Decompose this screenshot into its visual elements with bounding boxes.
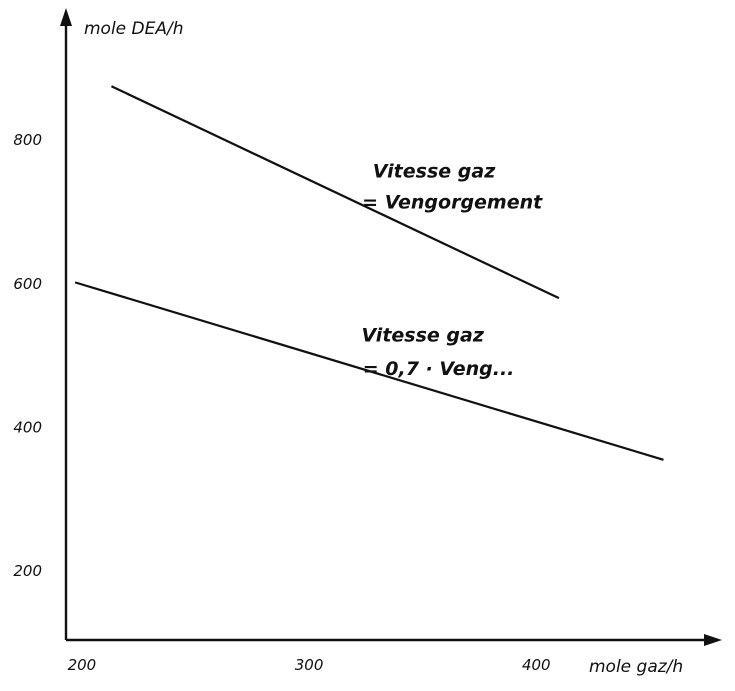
x-axis-arrow xyxy=(704,634,722,646)
y-tick-label: 600 xyxy=(13,275,42,293)
x-tick-label: 300 xyxy=(295,656,324,674)
x-tick-label: 200 xyxy=(68,656,97,674)
axes xyxy=(60,8,722,646)
x-axis-title: mole gaz/h xyxy=(589,657,683,677)
y-axis-title: mole DEA/h xyxy=(84,19,184,39)
y-tick-label: 800 xyxy=(13,131,42,149)
series-line-2 xyxy=(74,281,664,461)
annotation-label: Vitesse gaz xyxy=(361,324,484,346)
annotation-label: Vitesse gaz xyxy=(373,160,496,182)
annotation-label: = Vengorgement xyxy=(362,191,543,213)
x-tick-labels: 200 300 400 xyxy=(68,656,551,674)
series-line-1 xyxy=(110,85,560,300)
y-tick-label: 400 xyxy=(13,418,42,436)
annotations: Vitesse gaz = Vengorgement Vitesse gaz = 0,… xyxy=(361,160,543,380)
x-tick-label: 400 xyxy=(522,656,551,674)
annotation-label: = 0,7 · Veng... xyxy=(363,358,515,380)
series-lines xyxy=(74,85,664,461)
y-tick-label: 200 xyxy=(13,562,42,580)
y-axis-arrow xyxy=(60,8,72,26)
y-tick-labels: 200 400 600 800 xyxy=(13,131,42,580)
